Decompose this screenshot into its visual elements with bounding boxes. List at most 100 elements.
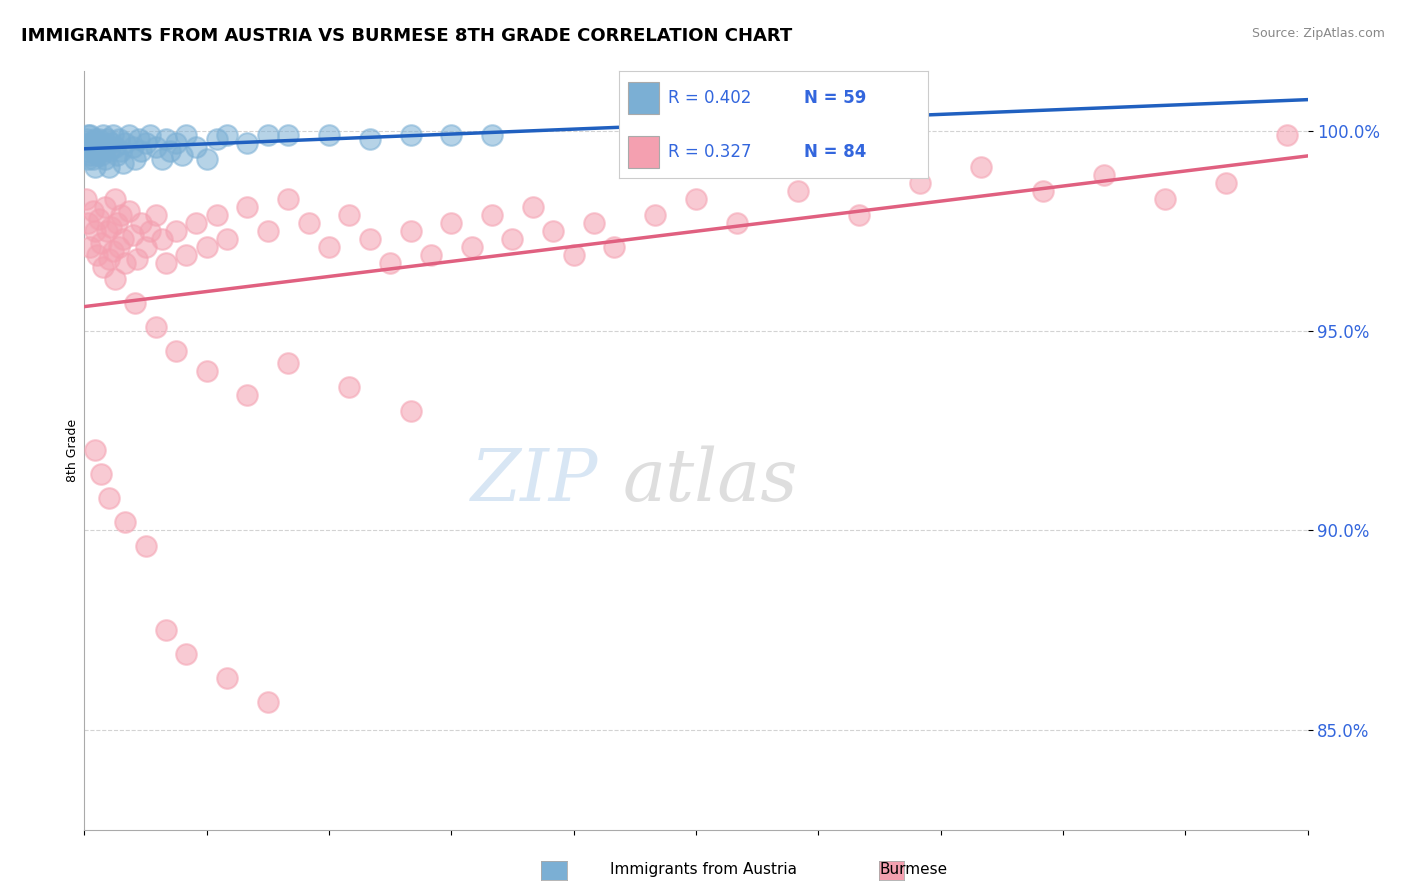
Point bbox=[603, 240, 626, 254]
Point bbox=[135, 136, 157, 151]
Point bbox=[277, 192, 299, 206]
Point bbox=[644, 208, 666, 222]
Point bbox=[910, 176, 932, 190]
Point bbox=[96, 224, 118, 238]
Point bbox=[83, 132, 105, 146]
Point bbox=[1277, 128, 1299, 143]
Point bbox=[112, 232, 135, 246]
Point bbox=[277, 128, 299, 143]
Point bbox=[481, 128, 503, 143]
Point bbox=[108, 132, 131, 146]
Point bbox=[380, 256, 402, 270]
Point bbox=[159, 144, 181, 158]
Text: Source: ZipAtlas.com: Source: ZipAtlas.com bbox=[1251, 27, 1385, 40]
Point bbox=[131, 216, 153, 230]
Point bbox=[82, 152, 104, 166]
Point bbox=[174, 248, 197, 262]
Point bbox=[318, 128, 340, 143]
Point bbox=[77, 140, 100, 154]
Point bbox=[257, 128, 280, 143]
Point bbox=[481, 208, 503, 222]
Point bbox=[91, 128, 114, 143]
Point bbox=[82, 204, 104, 219]
Point bbox=[318, 240, 340, 254]
Point bbox=[562, 248, 585, 262]
Text: R = 0.402: R = 0.402 bbox=[668, 89, 751, 107]
Point bbox=[87, 144, 110, 158]
Point bbox=[257, 695, 280, 709]
Point bbox=[105, 148, 128, 162]
Point bbox=[205, 208, 228, 222]
Text: R = 0.327: R = 0.327 bbox=[668, 143, 752, 161]
Point bbox=[77, 152, 100, 166]
Point bbox=[110, 144, 132, 158]
Point bbox=[114, 516, 136, 530]
Point bbox=[339, 208, 361, 222]
Point bbox=[257, 224, 280, 238]
Point bbox=[174, 647, 197, 661]
Point bbox=[420, 248, 443, 262]
Point bbox=[87, 132, 110, 146]
Point bbox=[128, 132, 150, 146]
Text: Burmese: Burmese bbox=[880, 863, 948, 877]
Point bbox=[155, 132, 177, 146]
Point bbox=[110, 208, 132, 222]
Point bbox=[101, 244, 124, 258]
Point bbox=[86, 248, 108, 262]
Bar bbox=[628, 82, 659, 114]
Point bbox=[75, 132, 97, 146]
Point bbox=[131, 144, 153, 158]
Point bbox=[114, 136, 136, 151]
Point bbox=[122, 140, 145, 154]
Point bbox=[97, 252, 120, 266]
Point bbox=[83, 144, 105, 158]
Point bbox=[124, 295, 146, 310]
Text: IMMIGRANTS FROM AUSTRIA VS BURMESE 8TH GRADE CORRELATION CHART: IMMIGRANTS FROM AUSTRIA VS BURMESE 8TH G… bbox=[21, 27, 793, 45]
Point bbox=[122, 227, 145, 242]
Point bbox=[440, 216, 463, 230]
Point bbox=[83, 443, 105, 458]
Point bbox=[205, 132, 228, 146]
Point bbox=[150, 232, 173, 246]
Point bbox=[298, 216, 321, 230]
Point bbox=[165, 136, 187, 151]
Point bbox=[399, 403, 422, 417]
Point bbox=[543, 224, 565, 238]
Point bbox=[217, 671, 239, 685]
Point bbox=[90, 148, 112, 162]
Point bbox=[236, 136, 259, 151]
Y-axis label: 8th Grade: 8th Grade bbox=[66, 419, 79, 482]
Point bbox=[236, 200, 259, 214]
Text: N = 84: N = 84 bbox=[804, 143, 866, 161]
Text: ZIP: ZIP bbox=[471, 445, 598, 516]
Point bbox=[186, 140, 208, 154]
Point bbox=[124, 152, 146, 166]
Text: atlas: atlas bbox=[623, 445, 799, 516]
Point bbox=[217, 232, 239, 246]
Bar bbox=[628, 136, 659, 168]
Point bbox=[104, 192, 127, 206]
Point bbox=[79, 136, 101, 151]
Text: Immigrants from Austria: Immigrants from Austria bbox=[609, 863, 797, 877]
Point bbox=[77, 216, 100, 230]
Point bbox=[79, 128, 101, 143]
Point bbox=[90, 235, 112, 250]
Point bbox=[87, 212, 110, 227]
Point bbox=[145, 208, 167, 222]
Point bbox=[399, 128, 422, 143]
Point bbox=[101, 128, 124, 143]
Point bbox=[165, 343, 187, 358]
Point bbox=[127, 252, 149, 266]
Point bbox=[91, 260, 114, 274]
Point bbox=[1092, 168, 1115, 182]
Point bbox=[174, 128, 197, 143]
Point bbox=[100, 219, 122, 234]
Point bbox=[165, 224, 187, 238]
Point bbox=[277, 356, 299, 370]
Text: N = 59: N = 59 bbox=[804, 89, 866, 107]
Point bbox=[461, 240, 484, 254]
Point bbox=[685, 192, 707, 206]
Point bbox=[155, 256, 177, 270]
Point bbox=[399, 224, 422, 238]
Point bbox=[90, 136, 112, 151]
